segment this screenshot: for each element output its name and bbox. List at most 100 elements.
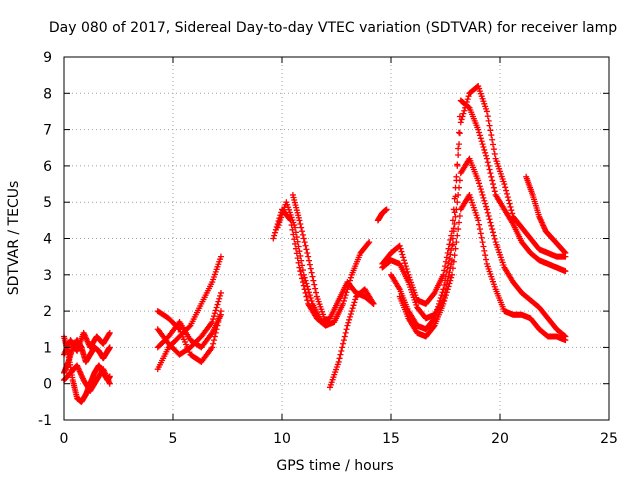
data-point-interp	[400, 254, 407, 261]
chart-title: Day 080 of 2017, Sidereal Day-to-day VTE…	[49, 20, 617, 36]
x-tick-label: 20	[491, 431, 509, 447]
data-point-interp	[503, 187, 510, 194]
data-point-interp	[483, 256, 490, 263]
data-point-interp	[460, 110, 467, 117]
data-point-interp	[302, 277, 309, 284]
data-point-interp	[210, 316, 217, 323]
data-point-interp	[484, 209, 491, 216]
data-point-interp	[303, 293, 310, 300]
data-point	[305, 253, 312, 260]
data-point-interp	[443, 268, 450, 275]
data-point-interp	[271, 232, 278, 239]
data-point-interp	[491, 150, 498, 157]
data-point-interp	[444, 286, 451, 293]
data-points	[61, 83, 569, 405]
data-point-interp	[465, 93, 472, 100]
data-point-interp	[483, 152, 490, 159]
data-point-interp	[293, 234, 300, 241]
data-point-interp	[443, 289, 450, 296]
data-point	[562, 250, 569, 257]
data-point-interp	[455, 152, 462, 159]
data-point-interp	[448, 247, 455, 254]
data-point-interp	[486, 216, 493, 223]
data-point-interp	[212, 307, 219, 314]
data-point-interp	[506, 200, 513, 207]
data-point-interp	[561, 249, 568, 256]
grid-lines	[64, 57, 609, 420]
data-point-interp	[507, 203, 514, 210]
data-point-interp	[336, 355, 343, 362]
data-point-interp	[214, 322, 221, 329]
data-point-interp	[340, 340, 347, 347]
data-point-interp	[447, 277, 454, 284]
data-point-interp	[488, 173, 495, 180]
data-point-interp	[480, 194, 487, 201]
y-tick-label: 3	[43, 268, 52, 284]
data-point-interp	[310, 277, 317, 284]
data-point	[217, 289, 224, 296]
series-arc-14	[379, 83, 569, 307]
data-point-interp	[479, 141, 486, 148]
series-arc-7	[154, 289, 224, 358]
data-point-interp	[456, 219, 463, 226]
data-point-interp	[300, 235, 307, 242]
data-point-interp	[294, 238, 301, 245]
data-point-interp	[216, 315, 223, 322]
data-point-interp	[298, 257, 305, 264]
series-arc-15	[379, 97, 569, 322]
data-point-interp	[347, 313, 354, 320]
data-point-interp	[456, 113, 463, 120]
data-point-interp	[476, 183, 483, 190]
data-point-interp	[489, 177, 496, 184]
x-tick-label: 5	[169, 431, 178, 447]
data-point-interp	[301, 274, 308, 281]
data-point	[483, 206, 490, 213]
data-point-interp	[490, 232, 497, 239]
data-point-interp	[272, 229, 279, 236]
data-point-interp	[211, 310, 218, 317]
data-point	[440, 300, 447, 307]
y-tick-label: 7	[43, 123, 52, 139]
data-point-interp	[485, 162, 492, 169]
data-point-interp	[186, 323, 193, 330]
data-point-interp	[399, 251, 406, 258]
data-point-interp	[452, 245, 459, 252]
y-axis-label: SDTVAR / TECUs	[6, 181, 22, 296]
data-point	[449, 242, 456, 249]
data-point	[562, 337, 569, 344]
data-point	[366, 239, 373, 246]
data-point-interp	[350, 302, 357, 309]
data-point-interp	[346, 316, 353, 323]
data-point-interp	[441, 281, 448, 288]
series-arc-13	[374, 206, 390, 224]
y-tick-label: -1	[38, 413, 52, 429]
axis-ticks: 0 5 10 15 20 25 -1 0 1 2 3 4 5 6 7 8 9	[38, 50, 618, 447]
data-point-interp	[464, 96, 471, 103]
data-point-interp	[402, 263, 409, 270]
y-tick-label: 0	[43, 377, 52, 393]
data-point-interp	[454, 232, 461, 239]
data-point-interp	[476, 132, 483, 139]
data-point-interp	[106, 330, 113, 337]
data-point-interp	[210, 340, 217, 347]
data-point-interp	[339, 344, 346, 351]
data-point-interp	[484, 159, 491, 166]
series-arc-16	[388, 155, 569, 340]
data-point-interp	[451, 252, 458, 259]
data-point	[106, 329, 113, 336]
data-point-interp	[476, 180, 483, 187]
data-point-interp	[430, 323, 437, 330]
data-point-interp	[456, 141, 463, 148]
data-point	[475, 177, 482, 184]
data-point-interp	[342, 329, 349, 336]
data-point-interp	[349, 305, 356, 312]
data-point-interp	[297, 252, 304, 259]
data-point-interp	[217, 311, 224, 318]
series-arc-18	[523, 173, 569, 257]
data-point-interp	[338, 348, 345, 355]
data-point-interp	[483, 203, 490, 210]
data-point-interp	[352, 296, 359, 303]
data-point	[483, 108, 490, 115]
data-point-interp	[491, 188, 498, 195]
